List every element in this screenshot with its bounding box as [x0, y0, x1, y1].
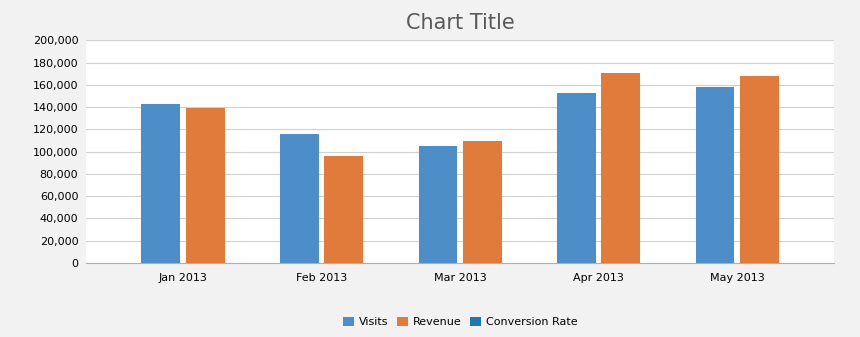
- Bar: [186, 108, 224, 263]
- Bar: [324, 156, 363, 263]
- Bar: [280, 134, 319, 263]
- Bar: [740, 76, 779, 263]
- Bar: [463, 141, 501, 263]
- Bar: [141, 104, 181, 263]
- Legend: Visits, Revenue, Conversion Rate: Visits, Revenue, Conversion Rate: [343, 317, 577, 328]
- Bar: [557, 93, 596, 263]
- Bar: [419, 146, 458, 263]
- Bar: [696, 87, 734, 263]
- Title: Chart Title: Chart Title: [406, 13, 514, 33]
- Bar: [601, 73, 640, 263]
